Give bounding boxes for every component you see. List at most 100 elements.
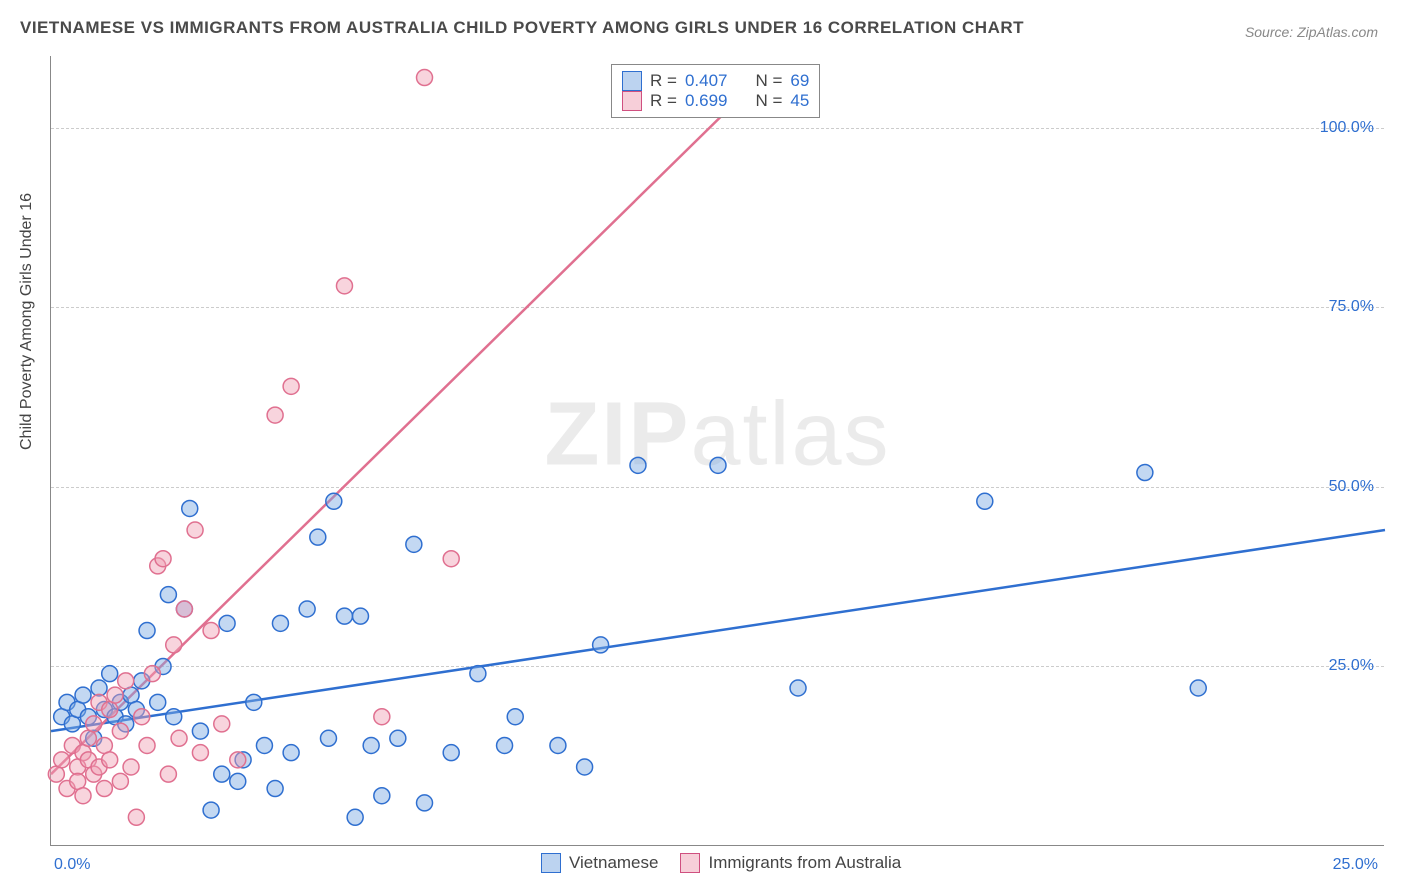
- data-point: [182, 500, 198, 516]
- data-point: [166, 637, 182, 653]
- data-point: [336, 278, 352, 294]
- data-point: [790, 680, 806, 696]
- data-point: [102, 666, 118, 682]
- n-label: N =: [755, 91, 782, 111]
- data-point: [102, 752, 118, 768]
- n-label: N =: [755, 71, 782, 91]
- source-attribution: Source: ZipAtlas.com: [1245, 24, 1378, 40]
- legend-item-vietnamese: Vietnamese: [541, 853, 658, 873]
- data-point: [139, 737, 155, 753]
- data-point: [102, 702, 118, 718]
- data-point: [507, 709, 523, 725]
- data-point: [203, 623, 219, 639]
- data-point: [470, 666, 486, 682]
- chart-title: VIETNAMESE VS IMMIGRANTS FROM AUSTRALIA …: [20, 18, 1024, 38]
- data-point: [160, 766, 176, 782]
- data-point: [283, 745, 299, 761]
- data-point: [390, 730, 406, 746]
- r-value-australia: 0.699: [685, 91, 728, 111]
- data-point: [577, 759, 593, 775]
- data-point: [267, 781, 283, 797]
- data-point: [443, 745, 459, 761]
- data-point: [230, 773, 246, 789]
- data-point: [70, 773, 86, 789]
- data-point: [550, 737, 566, 753]
- swatch-blue-icon: [622, 71, 642, 91]
- swatch-pink-icon: [680, 853, 700, 873]
- data-point: [230, 752, 246, 768]
- data-point: [374, 709, 390, 725]
- data-point: [192, 745, 208, 761]
- data-point: [283, 378, 299, 394]
- data-point: [267, 407, 283, 423]
- data-point: [192, 723, 208, 739]
- data-point: [214, 766, 230, 782]
- correlation-legend: R = 0.407 N = 69 R = 0.699 N = 45: [611, 64, 820, 118]
- data-point: [219, 615, 235, 631]
- data-point: [326, 493, 342, 509]
- data-point: [272, 615, 288, 631]
- data-point: [150, 694, 166, 710]
- correlation-row-australia: R = 0.699 N = 45: [622, 91, 809, 111]
- data-point: [320, 730, 336, 746]
- data-point: [171, 730, 187, 746]
- data-point: [374, 788, 390, 804]
- legend-item-australia: Immigrants from Australia: [680, 853, 901, 873]
- data-point: [1190, 680, 1206, 696]
- data-point: [144, 666, 160, 682]
- chart-svg: [51, 56, 1384, 845]
- swatch-pink-icon: [622, 91, 642, 111]
- swatch-blue-icon: [541, 853, 561, 873]
- data-point: [246, 694, 262, 710]
- data-point: [112, 773, 128, 789]
- data-point: [118, 673, 134, 689]
- n-value-vietnamese: 69: [790, 71, 809, 91]
- data-point: [187, 522, 203, 538]
- data-point: [363, 737, 379, 753]
- data-point: [299, 601, 315, 617]
- data-point: [406, 536, 422, 552]
- data-point: [352, 608, 368, 624]
- r-label: R =: [650, 71, 677, 91]
- data-point: [123, 687, 139, 703]
- r-label: R =: [650, 91, 677, 111]
- correlation-row-vietnamese: R = 0.407 N = 69: [622, 71, 809, 91]
- data-point: [593, 637, 609, 653]
- data-point: [75, 687, 91, 703]
- r-value-vietnamese: 0.407: [685, 71, 728, 91]
- data-point: [347, 809, 363, 825]
- x-tick-low: 0.0%: [54, 856, 90, 874]
- data-point: [256, 737, 272, 753]
- data-point: [160, 587, 176, 603]
- data-point: [96, 737, 112, 753]
- data-point: [155, 551, 171, 567]
- data-point: [134, 709, 150, 725]
- legend-label-australia: Immigrants from Australia: [708, 853, 901, 873]
- data-point: [1137, 465, 1153, 481]
- data-point: [139, 623, 155, 639]
- data-point: [166, 709, 182, 725]
- data-point: [630, 457, 646, 473]
- data-point: [710, 457, 726, 473]
- data-point: [977, 493, 993, 509]
- data-point: [443, 551, 459, 567]
- data-point: [176, 601, 192, 617]
- data-point: [214, 716, 230, 732]
- data-point: [75, 788, 91, 804]
- data-point: [96, 781, 112, 797]
- data-point: [497, 737, 513, 753]
- data-point: [64, 716, 80, 732]
- data-point: [112, 723, 128, 739]
- data-point: [417, 795, 433, 811]
- data-point: [86, 716, 102, 732]
- data-point: [54, 752, 70, 768]
- data-point: [107, 687, 123, 703]
- data-point: [48, 766, 64, 782]
- data-point: [417, 70, 433, 86]
- data-point: [310, 529, 326, 545]
- data-point: [123, 759, 139, 775]
- x-tick-high: 25.0%: [1333, 856, 1378, 874]
- data-point: [80, 730, 96, 746]
- data-point: [203, 802, 219, 818]
- n-value-australia: 45: [790, 91, 809, 111]
